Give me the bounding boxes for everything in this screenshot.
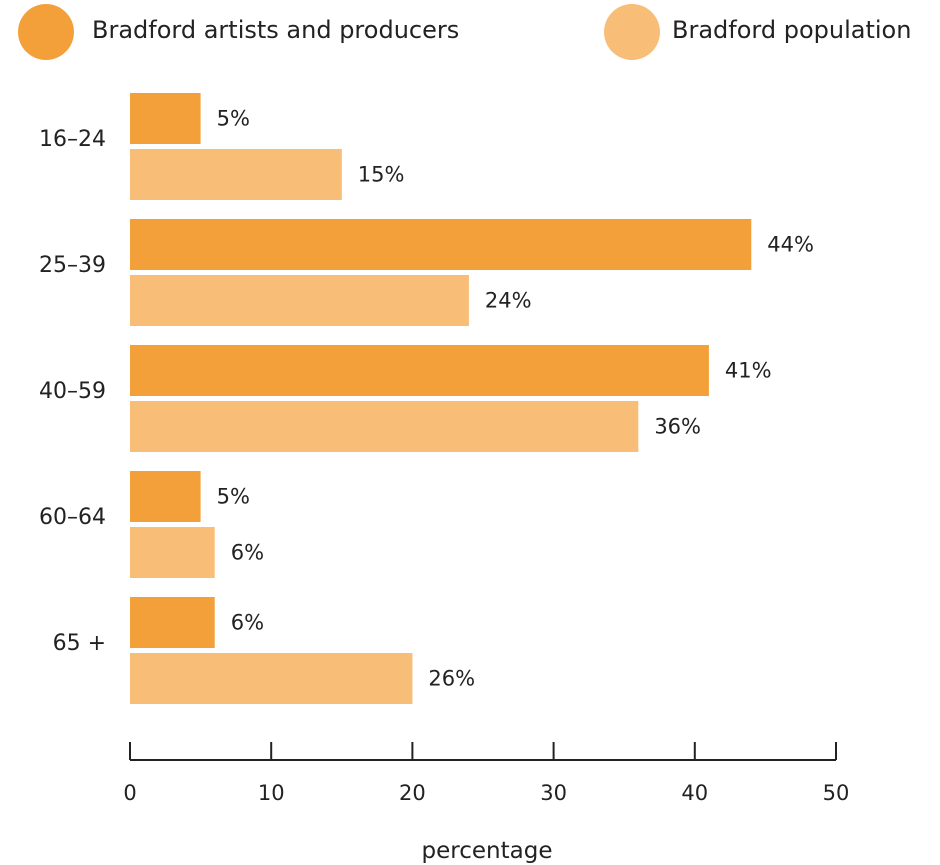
data-label-artists-2: 41%	[725, 359, 772, 383]
bar-population-0	[130, 149, 342, 200]
data-label-population-0: 15%	[358, 163, 405, 187]
bar-population-4	[130, 653, 413, 704]
x-tick-label-4: 40	[681, 781, 708, 805]
data-label-artists-0: 5%	[217, 107, 250, 131]
data-label-artists-1: 44%	[767, 233, 814, 257]
legend-swatch-artists	[18, 4, 74, 60]
data-label-population-1: 24%	[485, 289, 532, 313]
data-label-population-3: 6%	[231, 541, 264, 565]
x-tick-label-0: 0	[123, 781, 136, 805]
data-label-population-2: 36%	[654, 415, 701, 439]
legend-label-population: Bradford population	[672, 16, 911, 44]
x-tick-label-5: 50	[823, 781, 850, 805]
legend-swatch-population	[604, 4, 660, 60]
x-tick-label-2: 20	[399, 781, 426, 805]
legend: Bradford artists and producers Bradford …	[18, 4, 911, 60]
bar-artists-1	[130, 219, 752, 270]
category-label-4: 65 +	[53, 631, 106, 656]
data-labels: 5% 15% 44% 24% 41% 36% 5% 6% 6% 26%	[217, 107, 814, 691]
category-labels: 16–24 25–39 40–59 60–64 65 +	[39, 127, 106, 656]
bar-population-3	[130, 527, 215, 578]
category-label-0: 16–24	[39, 127, 106, 152]
bar-artists-4	[130, 597, 215, 648]
category-label-2: 40–59	[39, 379, 106, 404]
bar-population-1	[130, 275, 469, 326]
x-tick-label-1: 10	[258, 781, 285, 805]
x-axis-title: percentage	[422, 838, 553, 864]
bar-artists-2	[130, 345, 709, 396]
bar-population-2	[130, 401, 639, 452]
x-axis: 0 10 20 30 40 50	[123, 742, 849, 805]
x-tick-label-3: 30	[540, 781, 567, 805]
bar-artists-0	[130, 93, 201, 144]
data-label-artists-3: 5%	[217, 485, 250, 509]
category-label-1: 25–39	[39, 253, 106, 278]
bars-group	[130, 93, 752, 704]
bar-artists-3	[130, 471, 201, 522]
category-label-3: 60–64	[39, 505, 106, 530]
data-label-artists-4: 6%	[231, 611, 264, 635]
legend-label-artists: Bradford artists and producers	[92, 16, 459, 44]
data-label-population-4: 26%	[428, 667, 475, 691]
